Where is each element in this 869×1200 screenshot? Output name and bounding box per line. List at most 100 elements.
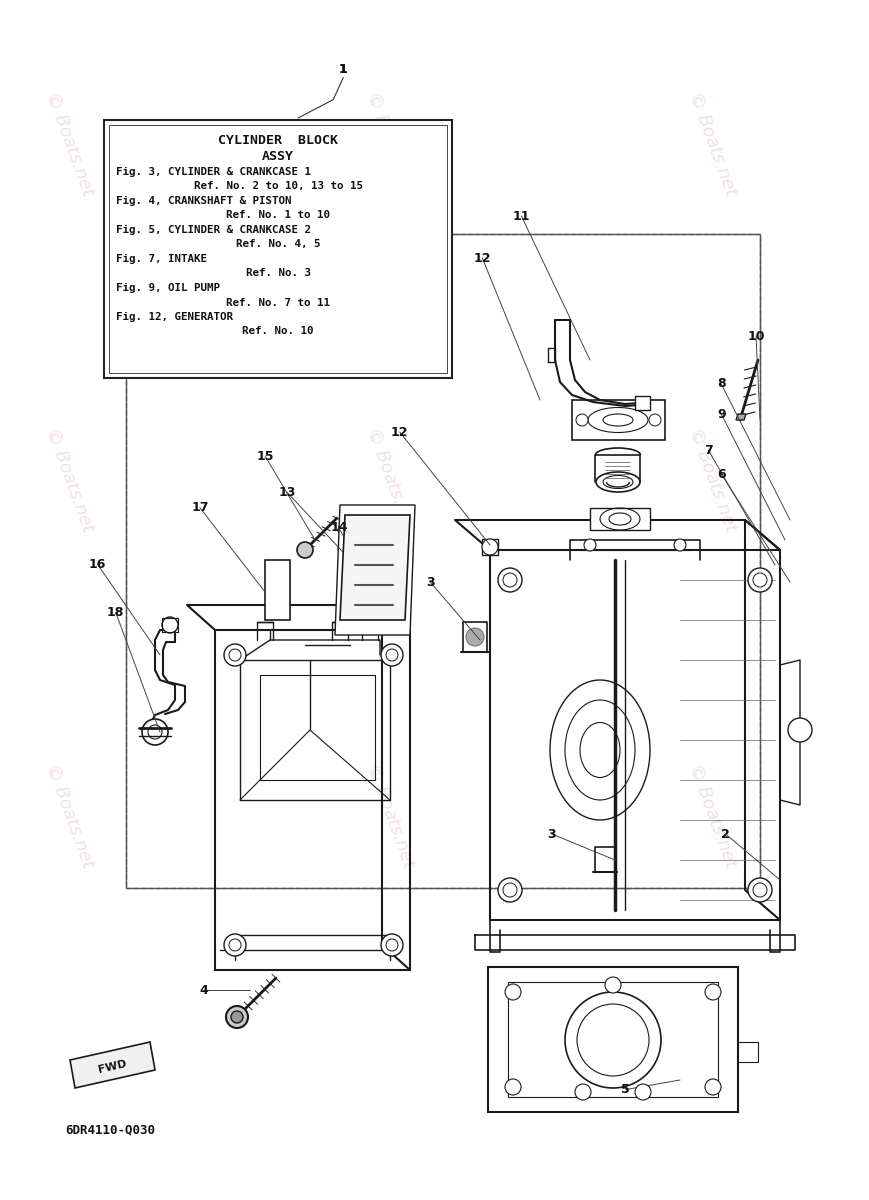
Text: 2: 2 [721, 828, 730, 840]
Text: ASSY: ASSY [262, 150, 294, 163]
Circle shape [705, 984, 721, 1000]
Polygon shape [590, 508, 650, 530]
Text: 13: 13 [278, 486, 295, 498]
Text: Ref. No. 4, 5: Ref. No. 4, 5 [235, 240, 321, 250]
Circle shape [393, 595, 407, 608]
Text: Fig. 5, CYLINDER & CRANKCASE 2: Fig. 5, CYLINDER & CRANKCASE 2 [116, 226, 311, 235]
Circle shape [226, 1006, 248, 1028]
Text: © Boats.net: © Boats.net [43, 425, 96, 535]
Circle shape [753, 883, 767, 898]
Text: © Boats.net: © Boats.net [686, 425, 740, 535]
Circle shape [565, 992, 661, 1088]
Circle shape [297, 542, 313, 558]
Text: Fig. 9, OIL PUMP: Fig. 9, OIL PUMP [116, 283, 220, 293]
Circle shape [386, 938, 398, 950]
Circle shape [162, 617, 178, 634]
Text: 12: 12 [391, 426, 408, 438]
Text: 16: 16 [89, 558, 106, 570]
Text: 5: 5 [621, 1084, 630, 1096]
Text: 4: 4 [200, 984, 209, 996]
Circle shape [466, 628, 484, 646]
Polygon shape [736, 414, 746, 420]
Circle shape [148, 725, 162, 739]
Polygon shape [104, 120, 452, 378]
Text: 12: 12 [474, 252, 491, 264]
Circle shape [753, 572, 767, 587]
Circle shape [505, 1079, 521, 1094]
Text: © Boats.net: © Boats.net [43, 89, 96, 199]
Circle shape [705, 1079, 721, 1094]
Text: Ref. No. 10: Ref. No. 10 [242, 326, 314, 336]
Circle shape [503, 572, 517, 587]
Circle shape [224, 644, 246, 666]
Text: CYLINDER  BLOCK: CYLINDER BLOCK [218, 134, 338, 146]
Text: 1: 1 [339, 64, 348, 76]
Polygon shape [488, 967, 738, 1112]
Circle shape [748, 878, 772, 902]
Circle shape [505, 984, 521, 1000]
Circle shape [674, 539, 686, 551]
Text: 15: 15 [256, 450, 274, 462]
Text: Fig. 3, CYLINDER & CRANKCASE 1: Fig. 3, CYLINDER & CRANKCASE 1 [116, 167, 311, 178]
Circle shape [270, 565, 284, 578]
Text: Ref. No. 7 to 11: Ref. No. 7 to 11 [226, 298, 330, 307]
Text: 7: 7 [704, 444, 713, 456]
Text: 6: 6 [717, 468, 726, 480]
Text: Fig. 7, INTAKE: Fig. 7, INTAKE [116, 254, 208, 264]
Text: © Boats.net: © Boats.net [364, 425, 418, 535]
Circle shape [576, 414, 588, 426]
Text: 10: 10 [747, 330, 765, 342]
Text: Fig. 4, CRANKSHAFT & PISTON: Fig. 4, CRANKSHAFT & PISTON [116, 196, 292, 206]
Text: © Boats.net: © Boats.net [364, 761, 418, 871]
Polygon shape [572, 400, 665, 440]
Text: Ref. No. 1 to 10: Ref. No. 1 to 10 [226, 210, 330, 221]
Text: Ref. No. 2 to 10, 13 to 15: Ref. No. 2 to 10, 13 to 15 [194, 181, 362, 192]
Circle shape [584, 539, 596, 551]
Text: © Boats.net: © Boats.net [43, 761, 96, 871]
Text: 6DR4110-Q030: 6DR4110-Q030 [65, 1123, 155, 1136]
Circle shape [381, 934, 403, 956]
Circle shape [381, 644, 403, 666]
Polygon shape [335, 505, 415, 635]
Text: 3: 3 [547, 828, 556, 840]
Circle shape [788, 718, 812, 742]
Polygon shape [265, 560, 290, 620]
Circle shape [338, 541, 352, 554]
Circle shape [338, 523, 352, 538]
Circle shape [393, 559, 407, 572]
Circle shape [229, 649, 241, 661]
Text: 8: 8 [717, 378, 726, 390]
Circle shape [338, 595, 352, 608]
Circle shape [393, 577, 407, 590]
Text: Ref. No. 3: Ref. No. 3 [246, 269, 310, 278]
Circle shape [649, 414, 661, 426]
Text: © Boats.net: © Boats.net [364, 89, 418, 199]
Circle shape [393, 523, 407, 538]
Text: © Boats.net: © Boats.net [686, 761, 740, 871]
Circle shape [224, 934, 246, 956]
Text: 3: 3 [426, 576, 434, 588]
Text: 1: 1 [339, 64, 348, 76]
Circle shape [498, 878, 522, 902]
Text: FWD: FWD [96, 1058, 127, 1075]
Circle shape [231, 1010, 243, 1022]
Circle shape [142, 719, 168, 745]
Circle shape [748, 568, 772, 592]
Text: Fig. 12, GENERATOR: Fig. 12, GENERATOR [116, 312, 233, 322]
Text: © Boats.net: © Boats.net [686, 89, 740, 199]
Circle shape [498, 568, 522, 592]
Circle shape [635, 1084, 651, 1100]
Circle shape [338, 613, 352, 626]
Text: 18: 18 [107, 606, 124, 618]
Circle shape [270, 601, 284, 614]
Circle shape [338, 559, 352, 572]
Circle shape [605, 977, 621, 994]
Text: 14: 14 [330, 522, 348, 534]
Circle shape [393, 613, 407, 626]
Text: 9: 9 [717, 408, 726, 420]
Circle shape [482, 539, 498, 554]
Polygon shape [738, 1042, 758, 1062]
Polygon shape [635, 396, 650, 410]
Circle shape [386, 649, 398, 661]
Text: 11: 11 [513, 210, 530, 222]
